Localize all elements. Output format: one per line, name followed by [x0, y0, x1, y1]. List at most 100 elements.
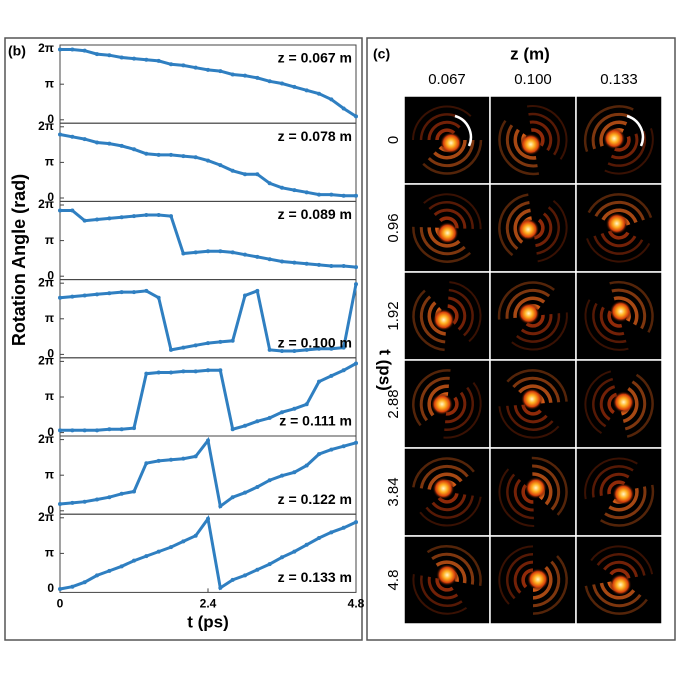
spiral-arm [590, 545, 654, 575]
spiral-arm [583, 105, 634, 153]
y-tick-label: 2π [38, 354, 54, 368]
core [605, 212, 628, 235]
core [612, 483, 635, 506]
core [432, 308, 455, 331]
point [354, 440, 358, 445]
point [95, 52, 99, 57]
spiral-arm [592, 377, 614, 428]
point [206, 249, 210, 254]
point [132, 56, 136, 61]
point [132, 147, 136, 152]
spiral-arm [445, 396, 459, 416]
point [95, 217, 99, 222]
spiral-arm [439, 216, 459, 229]
spiral-arm [506, 473, 534, 520]
point [132, 426, 136, 431]
point [82, 580, 87, 585]
point [206, 341, 210, 346]
spiral [498, 545, 568, 615]
spiral-arm [444, 391, 467, 424]
point [292, 260, 297, 265]
point [119, 215, 124, 220]
spiral-arm [444, 386, 474, 431]
point [181, 63, 186, 68]
point [317, 192, 321, 197]
point [107, 427, 112, 432]
y-tick-label: π [45, 76, 54, 90]
spiral [583, 105, 654, 175]
spiral-arm [607, 480, 626, 495]
point [329, 97, 334, 102]
point [107, 568, 112, 573]
spiral-arm [412, 573, 468, 615]
point [169, 347, 173, 352]
y-tick-label: 2π [38, 510, 54, 524]
spiral-arm [412, 369, 451, 427]
spiral-arm [419, 464, 469, 489]
point [255, 254, 260, 259]
point [132, 214, 136, 219]
point [354, 265, 358, 270]
y-tick-label: π [45, 155, 54, 169]
column-label: 0.100 [514, 71, 552, 88]
point [354, 114, 358, 119]
point [354, 282, 358, 287]
spiral-arm [607, 230, 630, 240]
spiral-arm [448, 288, 474, 337]
y-tick-label: 2π [38, 197, 54, 211]
spiral-arm [419, 496, 482, 527]
point [218, 69, 223, 74]
spiral-arm [518, 384, 553, 404]
point [317, 346, 321, 351]
point [193, 454, 198, 459]
spiral-arm [513, 296, 546, 319]
point [193, 369, 198, 374]
point [341, 264, 346, 268]
point [181, 154, 186, 159]
spiral-arm [498, 406, 560, 439]
point [341, 525, 346, 530]
point [292, 349, 297, 353]
spiral-arm [532, 566, 553, 600]
spiral-arm [535, 212, 553, 248]
point [243, 172, 247, 177]
point [156, 549, 161, 554]
point [169, 370, 173, 375]
point [95, 573, 99, 578]
spiral [584, 457, 655, 527]
point [119, 427, 124, 432]
core [612, 391, 635, 414]
spiral-arm [599, 472, 630, 497]
spiral-arm [506, 369, 568, 402]
image-cell [489, 359, 577, 449]
point [218, 249, 223, 254]
spiral-arm [594, 200, 645, 221]
point [107, 495, 112, 500]
point [255, 172, 260, 177]
point [329, 447, 334, 452]
row-label: 1.92 [385, 301, 402, 330]
spiral-arm [498, 193, 529, 257]
spiral [584, 280, 654, 351]
point [280, 555, 284, 560]
spiral-arm [448, 296, 467, 331]
spiral-arm [599, 120, 628, 147]
point [317, 452, 321, 457]
spiral-arm [586, 238, 651, 263]
point [267, 562, 272, 567]
y-tick-label: 2π [38, 432, 54, 446]
point [132, 489, 136, 494]
column-label: 0.133 [600, 71, 638, 88]
column-label: 0.067 [428, 71, 466, 88]
row-label: 4.8 [385, 570, 402, 591]
spiral-arm [596, 553, 646, 576]
point [304, 347, 309, 352]
spiral-arm [431, 552, 475, 585]
y-tick-label: π [45, 311, 54, 325]
point [329, 192, 334, 197]
spiral-arm [592, 302, 627, 344]
rotation-arrow [626, 114, 645, 147]
point [317, 536, 321, 540]
point [230, 72, 235, 77]
point [230, 427, 235, 432]
